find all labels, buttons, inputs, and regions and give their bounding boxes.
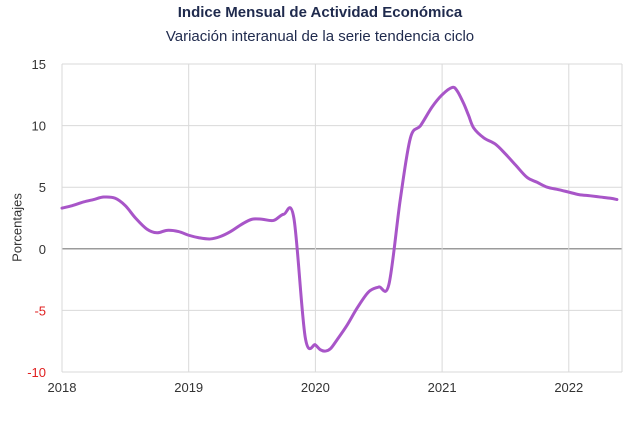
x-tick-label: 2018 — [48, 380, 77, 395]
y-tick-label: 0 — [39, 242, 46, 257]
x-tick-label: 2019 — [174, 380, 203, 395]
x-tick-label: 2021 — [428, 380, 457, 395]
x-tick-label: 2020 — [301, 380, 330, 395]
chart-title: Indice Mensual de Actividad Económica — [177, 4, 463, 21]
y-tick-label: 10 — [32, 119, 46, 134]
y-tick-label: 5 — [39, 180, 46, 195]
y-tick-label: -5 — [34, 303, 46, 318]
y-tick-label: -10 — [27, 365, 46, 380]
y-tick-label: 15 — [32, 57, 46, 72]
series-line — [60, 85, 619, 353]
chart-subtitle: Variación interanual de la serie tendenc… — [165, 28, 475, 45]
x-tick-label: 2022 — [554, 380, 583, 395]
